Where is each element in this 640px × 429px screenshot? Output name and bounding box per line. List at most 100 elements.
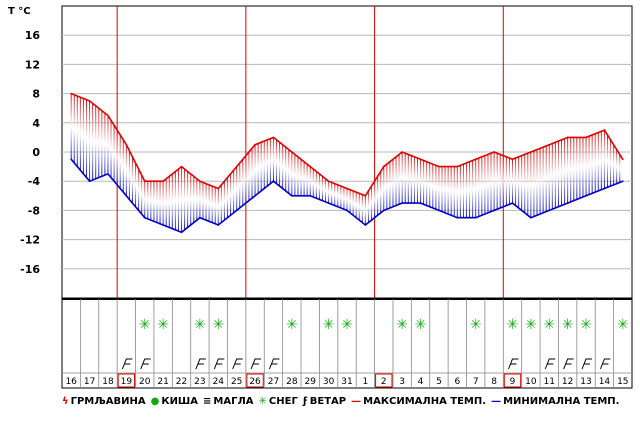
wind-icon (250, 358, 262, 370)
legend-label-thunder: ГРМЉАВИНА (70, 395, 146, 407)
fog-icon: ≡ (203, 395, 212, 407)
wind-icon (121, 358, 133, 370)
legend-item-wind: ϝ ВЕТАР (303, 396, 346, 407)
wind-icon (563, 358, 574, 370)
min-temp-point (217, 224, 220, 226)
wind-icon (268, 358, 280, 370)
y-tick-label: 12 (25, 58, 40, 71)
min-temp-point (438, 209, 440, 212)
snow-icon: ✳ (139, 317, 151, 333)
day-label: 18 (102, 377, 114, 387)
min-temp-point (125, 195, 128, 197)
max-temp-point (309, 165, 312, 168)
snow-icon: ✳ (157, 317, 169, 333)
legend-item-max: — МАКСИМАЛНА ТЕМП. (351, 396, 486, 407)
min-temp-point (309, 195, 312, 197)
max-temp-point (548, 143, 551, 146)
day-label: 5 (436, 377, 442, 387)
min-temp-point (474, 216, 477, 219)
wind-icon (232, 358, 243, 370)
y-axis-label: T °C (8, 6, 31, 17)
min-temp-point (419, 202, 422, 204)
max-temp-point (438, 165, 440, 168)
snow-icon: ✳ (323, 317, 335, 333)
day-label: 6 (454, 377, 460, 387)
wind-icon (213, 358, 225, 370)
day-label: 25 (231, 377, 242, 387)
snow-icon: ✳ (212, 317, 224, 333)
legend-item-fog: ≡ МАГЛА (203, 396, 254, 407)
min-temp-point (327, 202, 330, 204)
day-label: 28 (286, 377, 298, 387)
highlighted-day-box (503, 373, 522, 388)
snow-icon: ✳ (507, 317, 519, 333)
max-temp-point (88, 100, 91, 102)
wind-icon: ϝ (302, 395, 308, 407)
max-temp-point (346, 187, 348, 190)
max-temp-point (401, 151, 403, 153)
max-temp-point (456, 165, 459, 168)
y-tick-label: -16 (20, 263, 40, 276)
max-temp-point (291, 151, 293, 153)
min-temp-point (88, 180, 91, 182)
snow-icon: ✳ (580, 317, 592, 333)
wind-icon (599, 358, 611, 370)
min-temp-point (364, 224, 367, 226)
y-tick-label: -4 (28, 175, 41, 188)
max-temp-point (180, 165, 183, 168)
max-temp-point (419, 158, 422, 161)
min-temp-point (346, 209, 348, 212)
day-label: 8 (491, 377, 497, 387)
max-temp-point (143, 180, 146, 182)
min-temp-point (622, 180, 624, 182)
min-temp-point (511, 202, 514, 204)
day-label: 2 (381, 377, 387, 387)
min-temp-point (456, 216, 459, 219)
snow-icon: ✳ (396, 317, 408, 333)
max-temp-point (272, 136, 275, 139)
max-temp-point (235, 165, 238, 168)
snow-icon: ✳ (341, 317, 353, 333)
max-temp-point (70, 92, 72, 95)
highlighted-day-box (117, 373, 136, 388)
max-temp-point (530, 151, 532, 153)
min-temp-point (180, 231, 183, 234)
day-label: 15 (617, 377, 628, 387)
min-temp-point (493, 209, 495, 212)
y-tick-label: 8 (32, 88, 40, 101)
snow-icon: ✳ (617, 317, 629, 333)
legend-item-rain: ● КИША (151, 396, 198, 407)
day-label: 20 (139, 377, 151, 387)
day-label: 17 (84, 377, 95, 387)
day-label: 31 (341, 377, 352, 387)
min-temp-point (291, 195, 293, 197)
weather-table (61, 298, 633, 389)
max-temp-point (364, 195, 367, 197)
max-temp-point (493, 151, 495, 153)
min-temp-point (585, 195, 587, 197)
legend-label-min: МИНИМАЛНА ТЕМП. (503, 395, 620, 407)
y-tick-label: 0 (32, 146, 40, 159)
min-temp-point (603, 187, 606, 190)
day-label: 21 (157, 377, 168, 387)
min-temp-point (107, 173, 109, 175)
highlighted-day-box (375, 373, 393, 388)
day-label: 26 (249, 377, 261, 387)
min-temp-point (548, 209, 551, 212)
day-label: 23 (194, 377, 205, 387)
legend-item-thunder: ϟ ГРМЉАВИНА (62, 396, 146, 407)
day-label: 1 (363, 377, 369, 387)
wind-icon (581, 358, 593, 370)
rain-icon: ● (150, 395, 160, 407)
min-temp-point (162, 224, 164, 226)
day-label: 24 (213, 377, 225, 387)
min-icon: — (491, 395, 502, 407)
max-temp-point (511, 158, 514, 161)
min-temp-point (272, 180, 275, 182)
snow-icon: ✳ (415, 317, 427, 333)
max-temp-point (199, 180, 201, 182)
snow-icon: ✳ (194, 317, 206, 333)
y-tick-label: 16 (25, 29, 41, 42)
day-label: 14 (599, 377, 611, 387)
wind-icon (508, 358, 519, 370)
